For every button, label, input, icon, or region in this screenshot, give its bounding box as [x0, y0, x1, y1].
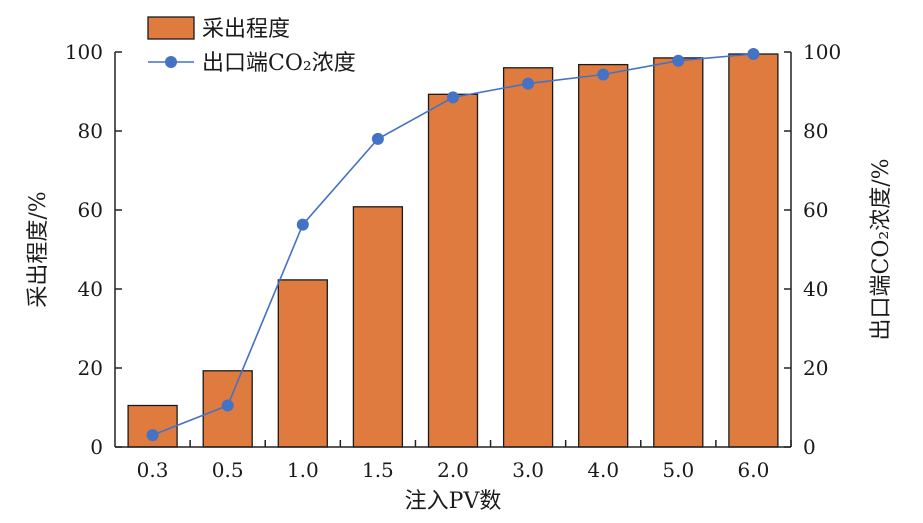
x-axis-title: 注入PV数 [405, 489, 502, 514]
x-tick-label-6.0: 6.0 [738, 458, 770, 482]
legend-line-marker [165, 56, 177, 68]
bar-5.0 [653, 57, 704, 448]
bar-4.0 [578, 63, 629, 448]
x-tick-label-3.0: 3.0 [512, 458, 544, 482]
left-tick-label-100: 100 [65, 40, 103, 64]
axis-ticks: 0 0 20 20 40 40 60 60 80 80 100 100 0.3 0.5 1.0 1.5 2.0 3… [65, 40, 841, 482]
co2-point-3.0 [522, 77, 535, 90]
co2-point-5.0 [672, 54, 685, 67]
x-tick-label-1.5: 1.5 [362, 458, 394, 482]
co2-point-2.0 [447, 91, 459, 104]
right-tick-label-20: 20 [803, 356, 828, 380]
left-tick-label-20: 20 [78, 356, 103, 380]
x-tick-label-0.3: 0.3 [137, 458, 169, 482]
x-tick-label-5.0: 5.0 [662, 458, 694, 482]
co2-point-0.3 [146, 429, 159, 442]
bar-1.5 [352, 206, 404, 448]
left-tick-label-60: 60 [78, 198, 103, 222]
x-tick-label-1.0: 1.0 [287, 458, 319, 482]
right-tick-label-60: 60 [803, 198, 828, 222]
co2-point-0.5 [221, 399, 234, 412]
bar-6.0 [728, 53, 779, 448]
legend-bar-label: 采出程度 [202, 17, 290, 42]
x-tick-label-2.0: 2.0 [437, 458, 469, 482]
co2-point-1.0 [296, 218, 309, 231]
bar-series [127, 53, 779, 448]
right-tick-label-100: 100 [803, 40, 841, 64]
x-tick-label-0.5: 0.5 [212, 458, 244, 482]
right-tick-label-40: 40 [803, 277, 828, 301]
bar-1.0 [277, 279, 328, 448]
legend: 采出程度 出口端CO₂浓度 [147, 16, 356, 76]
right-tick-label-0: 0 [803, 435, 816, 459]
co2-markers [146, 48, 760, 442]
left-tick-label-40: 40 [78, 277, 103, 301]
left-y-axis-title: 采出程度/% [26, 191, 51, 307]
legend-bar-swatch [147, 16, 195, 40]
bar-3.0 [502, 67, 554, 448]
right-tick-label-80: 80 [803, 119, 828, 143]
bar-2.0 [427, 93, 479, 448]
left-tick-label-0: 0 [90, 435, 103, 459]
co2-point-1.5 [371, 132, 384, 145]
right-y-axis-title: 出口端CO₂浓度/% [869, 158, 894, 340]
co2-point-6.0 [747, 48, 760, 60]
x-tick-label-4.0: 4.0 [587, 458, 619, 482]
co2-point-4.0 [597, 68, 610, 81]
legend-line-label: 出口端CO₂浓度 [202, 51, 356, 76]
left-tick-label-80: 80 [78, 119, 103, 143]
